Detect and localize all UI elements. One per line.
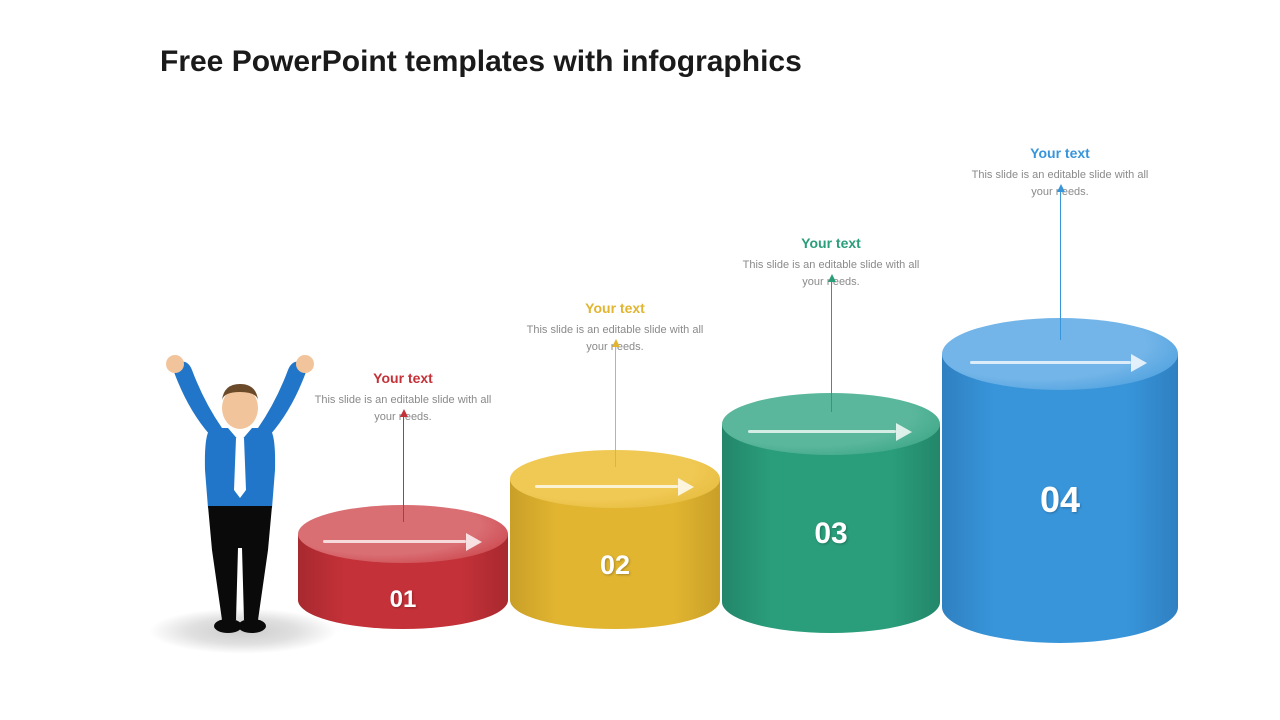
cylinder-arrow-icon xyxy=(323,540,466,543)
step-number: 02 xyxy=(600,550,630,581)
vertical-arrow-icon xyxy=(403,415,404,522)
vertical-arrow-icon xyxy=(1060,190,1061,340)
step-number: 01 xyxy=(390,586,417,614)
celebrating-person-icon xyxy=(160,350,320,640)
vertical-arrow-icon xyxy=(615,345,616,467)
vertical-arrow-icon xyxy=(831,280,832,412)
step-title: Your text xyxy=(960,145,1160,161)
step-title: Your text xyxy=(731,235,931,251)
step-title: Your text xyxy=(515,300,715,316)
slide-title: Free PowerPoint templates with infograph… xyxy=(160,45,802,79)
cylinder-arrow-icon xyxy=(535,485,678,488)
step-number: 04 xyxy=(1040,479,1080,521)
step-title: Your text xyxy=(303,370,503,386)
step-number: 03 xyxy=(814,517,847,551)
cylinder-arrow-icon xyxy=(970,361,1130,364)
cylinder-arrow-icon xyxy=(748,430,896,433)
